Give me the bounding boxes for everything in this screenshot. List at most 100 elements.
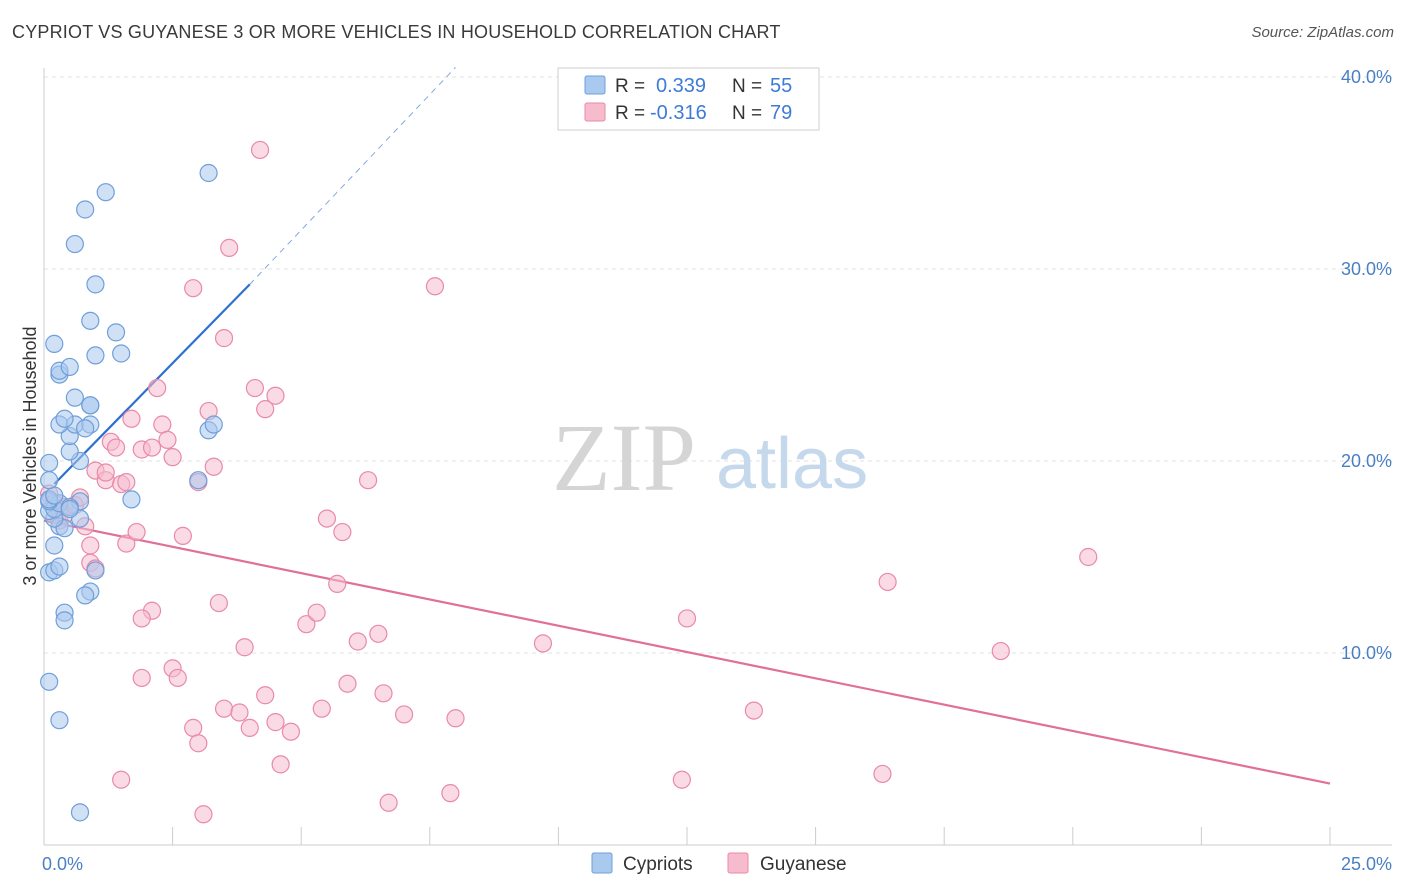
guyanese-point <box>173 526 192 545</box>
guyanese-point <box>96 463 115 482</box>
guyanese-point <box>338 674 357 693</box>
legend-stats: R = 0.339 N = 55 R = -0.316 N = 79 <box>557 67 820 131</box>
guyanese-point <box>744 701 763 720</box>
y-tick-label-10: 10.0% <box>1341 643 1392 663</box>
cypriots-point <box>40 471 59 490</box>
guyanese-point <box>184 279 203 298</box>
guyanese-point <box>117 473 136 492</box>
guyanese-point <box>204 457 223 476</box>
guyanese-point <box>1079 547 1098 567</box>
cypriots-point <box>76 419 95 438</box>
y-axis-title: 3 or more Vehicles in Household <box>20 326 40 585</box>
cypriots-point <box>81 396 100 415</box>
legend-guyanese-swatch <box>584 102 606 122</box>
guyanese-point <box>117 534 136 553</box>
guyanese-point <box>153 415 172 434</box>
cypriots-point <box>86 275 105 294</box>
guyanese-point <box>348 632 367 651</box>
guyanese-point <box>214 329 234 348</box>
cypriots-point <box>40 672 59 691</box>
guyanese-point <box>189 734 208 753</box>
source-credit: Source: ZipAtlas.com <box>1251 24 1394 41</box>
guyanese-points <box>40 140 1098 824</box>
guyanese-point <box>106 438 126 457</box>
guyanese-point <box>369 624 388 643</box>
guyanese-point <box>317 509 337 528</box>
guyanese-point <box>250 140 270 160</box>
guyanese-point <box>446 709 465 728</box>
cypriots-points <box>40 163 223 822</box>
guyanese-point <box>214 699 234 718</box>
guyanese-point <box>441 784 460 803</box>
guyanese-point <box>271 755 290 774</box>
watermark-atlas: atlas <box>716 424 868 504</box>
tick-labels: 10.0% 20.0% 30.0% 40.0% 0.0% 25.0% <box>42 67 1392 874</box>
legend-row1-n-value: 55 <box>770 75 792 97</box>
guyanese-point <box>158 430 177 449</box>
legend-row2-r-value: -0.316 <box>650 102 707 124</box>
legend-row1-r-label: R = <box>615 76 645 97</box>
guyanese-point <box>112 770 131 789</box>
legend-row2-r-label: R = <box>615 103 645 124</box>
chart-title: CYPRIOT VS GUYANESE 3 OR MORE VEHICLES I… <box>12 22 781 42</box>
x-tick-label-min: 0.0% <box>42 854 83 874</box>
cypriots-point <box>55 611 74 630</box>
cypriots-point <box>65 388 84 407</box>
guyanese-point <box>142 438 162 457</box>
cypriots-point <box>96 183 115 202</box>
guyanese-point <box>266 713 285 732</box>
guyanese-point <box>333 522 352 542</box>
cypriots-point <box>122 490 141 509</box>
guyanese-point <box>281 722 301 741</box>
guyanese-point <box>240 718 259 737</box>
watermark-zip: ZIP <box>552 404 696 511</box>
guyanese-point <box>358 471 378 490</box>
y-tick-label-20: 20.0% <box>1341 451 1392 471</box>
guyanese-point <box>873 764 892 784</box>
legend-row1-n-label: N = <box>732 76 762 97</box>
guyanese-point <box>374 684 393 703</box>
cypriots-point <box>65 234 84 254</box>
guyanese-point <box>425 277 445 296</box>
guyanese-point <box>230 703 249 722</box>
guyanese-point <box>991 641 1010 661</box>
guyanese-point <box>256 686 275 705</box>
cypriots-point <box>76 586 95 605</box>
cypriots-point <box>45 536 64 555</box>
guyanese-point <box>163 448 182 467</box>
cypriots-point <box>60 442 79 461</box>
guyanese-trendline <box>43 519 1331 785</box>
x-tick-label-max: 25.0% <box>1341 854 1392 874</box>
guyanese-point <box>307 603 326 622</box>
guyanese-point <box>312 699 331 718</box>
gridlines <box>44 76 1392 654</box>
legend-bottom-guyanese-swatch <box>727 852 749 874</box>
cypriots-point <box>112 344 131 363</box>
guyanese-point <box>235 638 254 657</box>
guyanese-point <box>148 378 167 398</box>
cypriots-point <box>86 561 105 580</box>
guyanese-point <box>328 574 347 593</box>
guyanese-point <box>878 572 897 592</box>
legend-row2-n-label: N = <box>732 103 762 124</box>
legend-cypriots-swatch <box>584 75 606 95</box>
guyanese-point <box>220 238 239 257</box>
guyanese-point <box>297 615 316 634</box>
guyanese-point <box>677 609 697 628</box>
guyanese-point <box>209 593 228 613</box>
guyanese-point <box>256 400 275 419</box>
guyanese-point <box>379 793 398 812</box>
cypriots-point <box>76 200 95 219</box>
legend-row2-n-value: 79 <box>770 102 792 124</box>
cypriots-point <box>50 557 69 576</box>
cypriots-point <box>40 453 59 473</box>
guyanese-point <box>122 409 141 428</box>
cypriots-point <box>45 334 64 353</box>
cypriots-point <box>106 323 126 342</box>
cypriots-point <box>55 409 74 428</box>
guyanese-point <box>533 634 553 653</box>
guyanese-point <box>194 805 213 824</box>
guyanese-point <box>168 668 187 688</box>
guyanese-point <box>394 705 414 724</box>
cypriots-point <box>204 415 223 434</box>
